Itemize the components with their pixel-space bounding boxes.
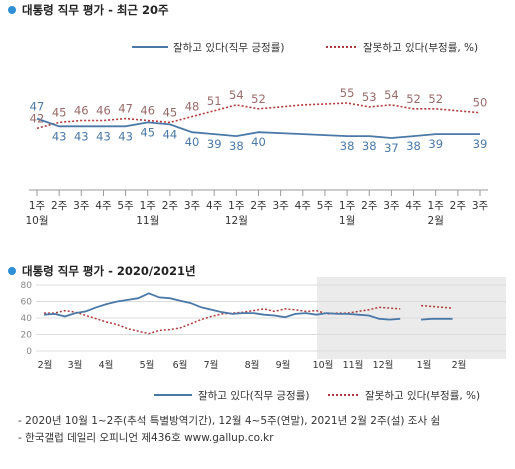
data-label-negative: 54 xyxy=(384,88,399,102)
series-line-negative xyxy=(36,102,481,130)
data-label-negative: 52 xyxy=(428,92,443,106)
data-label-positive: 38 xyxy=(362,139,377,153)
data-label-negative: 48 xyxy=(185,100,200,114)
x-tick-label: 2월 xyxy=(38,359,53,371)
x-tick-label: 3월 xyxy=(68,359,83,371)
x-tick-label: 6월 xyxy=(173,359,188,371)
data-label-negative: 46 xyxy=(96,104,111,118)
legend-negative-label: 잘못하고 있다(부정률, %) xyxy=(365,389,480,402)
data-label-positive: 39 xyxy=(428,137,443,151)
x-tick-label: 8월 xyxy=(245,359,260,371)
series-line-positive xyxy=(36,117,480,139)
data-label-positive: 47 xyxy=(30,100,45,114)
x-tick-label: 1주 xyxy=(228,200,245,212)
x-tick-label: 3주 xyxy=(472,200,489,212)
data-label-positive: 39 xyxy=(473,137,488,151)
data-label-negative: 46 xyxy=(74,104,89,118)
data-label-negative: 54 xyxy=(229,88,244,102)
data-label-positive: 38 xyxy=(340,139,355,153)
x-tick-label: 12월 xyxy=(373,359,394,371)
legend-negative-label: 잘못하고 있다(부정률, %) xyxy=(363,41,478,54)
x-tick-label: 2주 xyxy=(361,200,378,212)
x-tick-label: 4주 xyxy=(295,200,312,212)
y-tick-label: 60 xyxy=(21,298,33,308)
y-tick-label: 40 xyxy=(21,314,33,324)
data-label-positive: 40 xyxy=(185,135,200,149)
y-tick-label: 80 xyxy=(21,281,33,291)
x-month-label: 2월 xyxy=(428,215,444,227)
data-label-negative: 45 xyxy=(163,105,178,119)
data-label-positive: 37 xyxy=(384,141,399,155)
x-tick-label: 3주 xyxy=(383,200,400,212)
data-label-negative: 50 xyxy=(473,96,488,110)
x-month-label: 11월 xyxy=(136,215,159,227)
data-label-positive: 43 xyxy=(52,129,67,143)
legend-positive-label: 잘하고 있다(직무 긍정률) xyxy=(198,389,309,402)
x-tick-label: 3주 xyxy=(73,200,90,212)
x-tick-label: 2월 xyxy=(452,359,467,371)
x-month-label: 10월 xyxy=(25,215,48,227)
data-label-positive: 38 xyxy=(229,139,244,153)
data-label-positive: 40 xyxy=(251,135,266,149)
y-tick-label: 20 xyxy=(21,331,33,341)
x-tick-label: 9월 xyxy=(276,359,291,371)
x-tick-label: 4주 xyxy=(95,200,112,212)
bottom-legend: 잘하고 있다(직무 긍정률) 잘못하고 있다(부정률, %) xyxy=(154,389,480,402)
title-bullet-icon xyxy=(8,267,16,275)
data-label-positive: 44 xyxy=(163,127,178,141)
x-tick-label: 10월 xyxy=(313,359,334,371)
bottom-plot: 0 20 40 60 80 2월 3월 4월 5월 6월 7월 8월 9월 10월 11월 12월 1월 2월 xyxy=(21,277,506,371)
data-label-negative: 52 xyxy=(251,92,266,106)
data-label-negative: 55 xyxy=(340,86,355,100)
x-tick-label: 5월 xyxy=(140,359,155,371)
top-chart-title: 대통령 직무 평가 - 최근 20주 xyxy=(22,3,169,17)
x-tick-label: 1주 xyxy=(29,200,46,212)
x-month-label: 1월 xyxy=(339,215,355,227)
data-label-positive: 43 xyxy=(96,129,111,143)
data-label-negative: 52 xyxy=(406,92,421,106)
x-tick-label: 2주 xyxy=(250,200,267,212)
x-tick-label: 1주 xyxy=(140,200,157,212)
top-legend: 잘하고 있다(직무 긍정률) 잘못하고 있다(부정률, %) xyxy=(132,41,478,54)
x-tick-label: 4월 xyxy=(99,359,114,371)
footnote-survey-pause: - 2020년 10월 1~2주(추석 특별방역기간), 12월 4~5주(연말… xyxy=(18,415,441,427)
x-tick-label: 2주 xyxy=(51,200,68,212)
bottom-chart-title: 대통령 직무 평가 - 2020/2021년 xyxy=(22,264,196,278)
data-label-negative: 42 xyxy=(30,111,45,125)
top-plot: 42 45 46 46 47 46 45 48 51 54 52 55 53 54 52 52 50 47 43 43… xyxy=(30,86,488,155)
x-tick-label: 2주 xyxy=(450,200,467,212)
x-tick-label: 2주 xyxy=(162,200,179,212)
y-tick-label: 0 xyxy=(26,347,32,357)
x-tick-label: 4주 xyxy=(405,200,422,212)
data-label-positive: 43 xyxy=(74,129,89,143)
x-tick-label: 3주 xyxy=(184,200,201,212)
x-tick-label: 1월 xyxy=(417,359,432,371)
x-tick-label: 5주 xyxy=(117,200,134,212)
data-label-negative: 53 xyxy=(362,90,377,104)
data-label-negative: 47 xyxy=(118,102,133,116)
legend-positive-label: 잘하고 있다(직무 긍정률) xyxy=(173,41,284,54)
data-label-negative: 45 xyxy=(52,105,67,119)
x-tick-label: 3주 xyxy=(272,200,289,212)
data-label-positive: 38 xyxy=(406,139,421,153)
data-label-positive: 43 xyxy=(118,129,133,143)
data-label-negative: 51 xyxy=(207,94,222,108)
x-tick-label: 1주 xyxy=(428,200,445,212)
top-x-axis: 1주 2주 3주 4주 5주 1주 2주 3주 4주 1주 2주 3주 4주 5주 1주 2주 3주 4주 1주 2주… xyxy=(25,189,489,227)
title-bullet-icon xyxy=(8,6,16,14)
data-label-positive: 45 xyxy=(140,125,155,139)
x-tick-label: 11월 xyxy=(343,359,364,371)
x-month-label: 12월 xyxy=(225,215,248,227)
data-label-positive: 39 xyxy=(207,137,222,151)
data-label-negative: 46 xyxy=(140,104,155,118)
x-tick-label: 1주 xyxy=(339,200,356,212)
x-tick-label: 4주 xyxy=(206,200,223,212)
footnote-source: - 한국갤럽 데일리 오피니언 제436호 www.gallup.co.kr xyxy=(18,432,274,444)
x-tick-label: 7월 xyxy=(204,359,219,371)
x-tick-label: 5주 xyxy=(317,200,334,212)
